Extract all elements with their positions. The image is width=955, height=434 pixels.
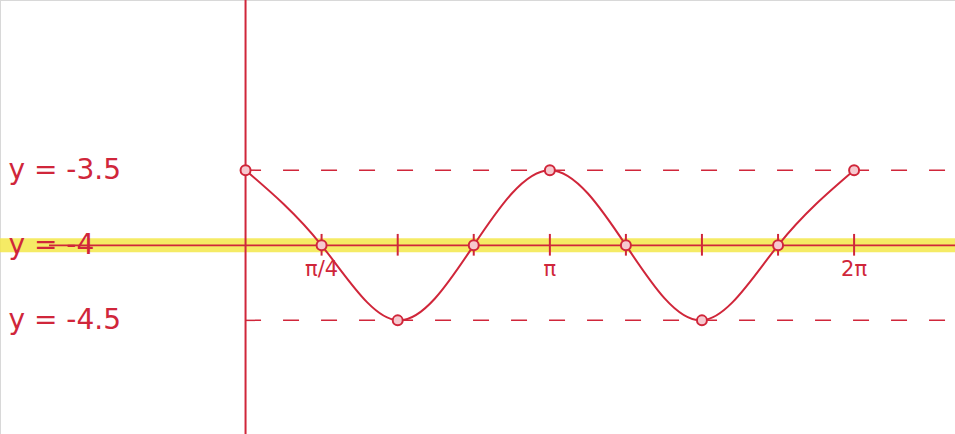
svg-text:y = -4: y = -4: [9, 228, 95, 261]
svg-text:π/4: π/4: [305, 257, 339, 281]
svg-text:π: π: [544, 257, 557, 281]
svg-text:2π: 2π: [841, 257, 867, 281]
svg-text:y = -3.5: y = -3.5: [9, 153, 121, 186]
svg-text:y = -4.5: y = -4.5: [9, 303, 121, 336]
